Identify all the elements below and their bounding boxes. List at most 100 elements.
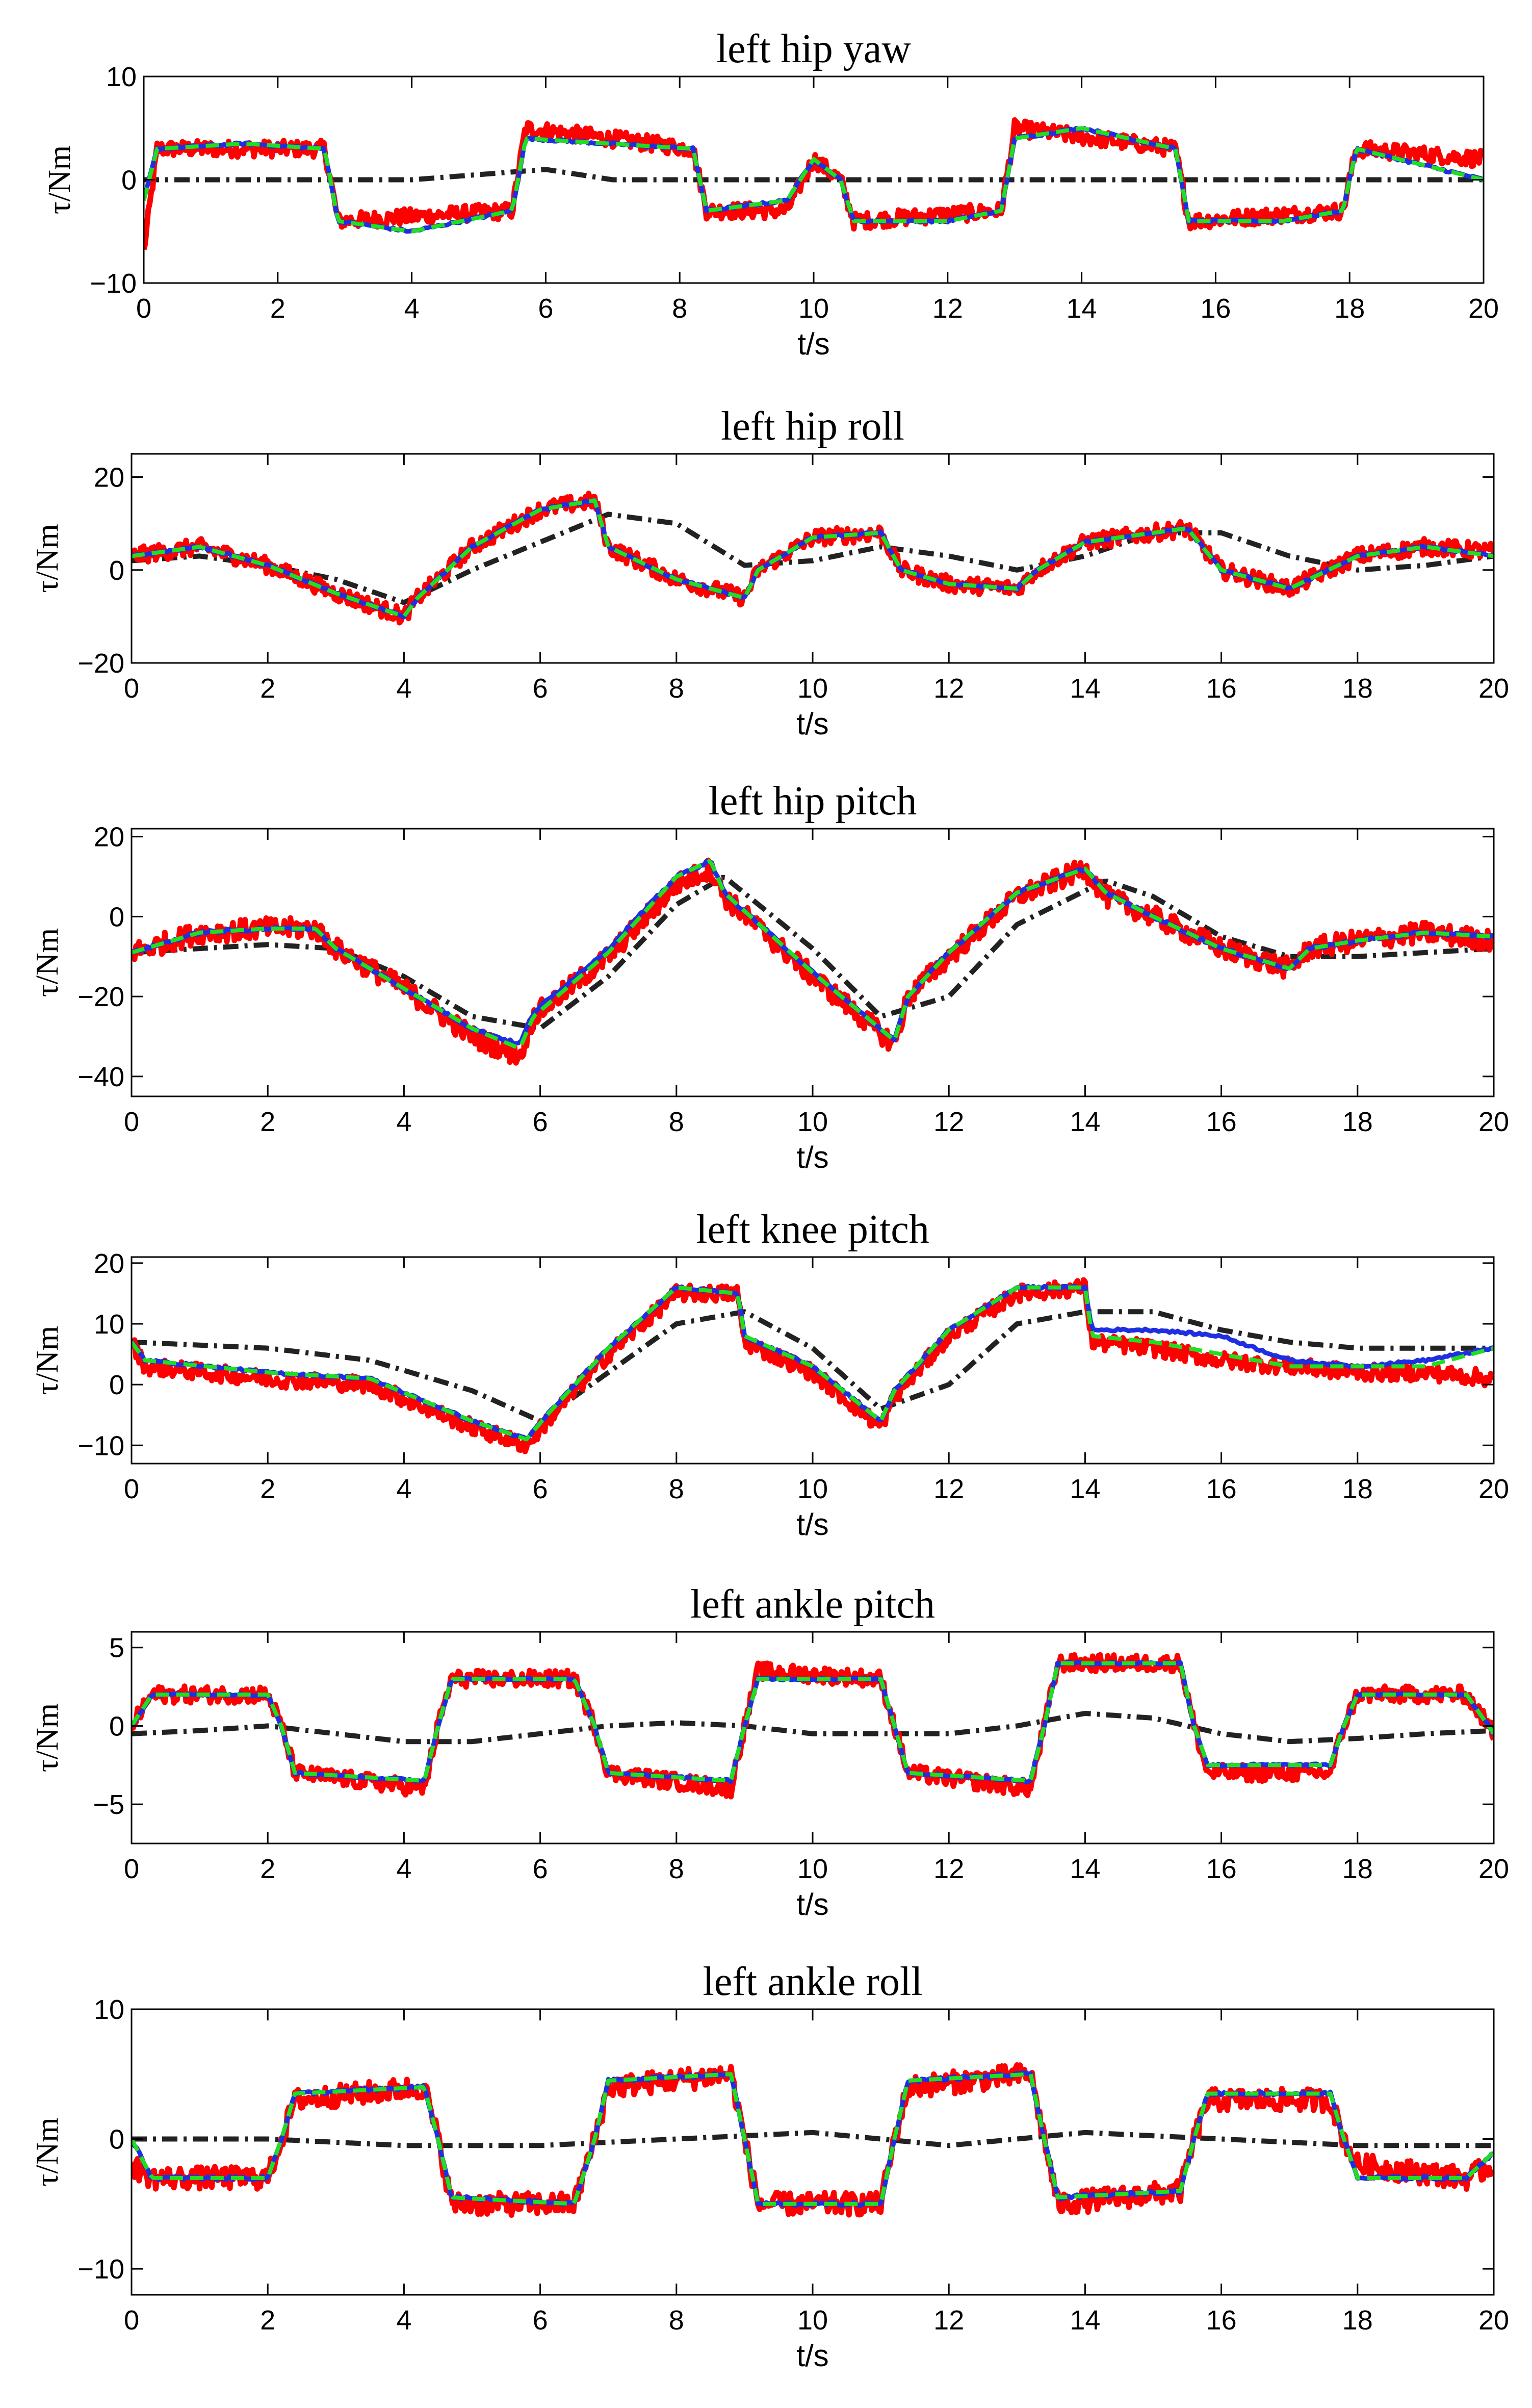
y-tick-label: −10 [90, 268, 137, 299]
x-tick-label: 14 [1070, 1107, 1100, 1137]
x-tick-label: 4 [396, 673, 411, 704]
chart-title: left hip pitch [709, 779, 917, 824]
x-tick-label: 16 [1206, 673, 1237, 704]
x-tick-label: 14 [1070, 673, 1100, 704]
x-tick-label: 14 [1070, 2305, 1100, 2336]
plot-area [132, 2062, 1494, 2218]
x-tick-label: 12 [933, 1854, 964, 1884]
x-tick-label: 0 [124, 1107, 139, 1137]
y-tick-label: 0 [121, 165, 137, 196]
series-green [132, 2072, 1494, 2206]
x-tick-label: 18 [1342, 673, 1373, 704]
series-green [132, 498, 1494, 619]
x-tick-label: 12 [933, 673, 964, 704]
x-tick-label: 4 [396, 2305, 411, 2336]
series-green [144, 126, 1484, 234]
y-axis-label: τ/Nm [30, 1326, 65, 1395]
y-tick-label: 10 [94, 1309, 124, 1340]
series-blue [132, 1659, 1494, 1784]
series-baseline [144, 167, 1484, 183]
x-tick-label: 4 [396, 1854, 411, 1884]
x-tick-label: 14 [1070, 1854, 1100, 1884]
series-blue [132, 859, 1494, 1046]
plot-area [144, 117, 1484, 250]
series-baseline [132, 1309, 1494, 1424]
x-tick-label: 6 [538, 293, 553, 324]
plot-area [132, 491, 1494, 626]
x-tick-label: 10 [797, 1107, 828, 1137]
x-tick-label: 12 [932, 293, 963, 324]
x-tick-label: 8 [669, 2305, 684, 2336]
x-tick-label: 16 [1206, 1474, 1237, 1504]
x-axis-label: t/s [797, 327, 829, 361]
y-tick-label: 5 [109, 1633, 124, 1663]
x-tick-label: 0 [124, 673, 139, 704]
chart-title: left ankle pitch [690, 1582, 935, 1627]
x-tick-label: 0 [136, 293, 151, 324]
x-tick-label: 2 [270, 293, 285, 324]
x-tick-label: 12 [933, 2305, 964, 2336]
y-tick-label: 20 [94, 1248, 124, 1279]
y-tick-label: −10 [77, 1430, 124, 1461]
x-tick-label: 18 [1342, 2305, 1373, 2336]
chart-title: left ankle roll [703, 1959, 923, 2004]
x-tick-label: 8 [669, 673, 684, 704]
series-baseline [132, 2130, 1494, 2148]
x-tick-label: 16 [1206, 1854, 1237, 1884]
series-measured [132, 2062, 1494, 2218]
series-measured [132, 857, 1494, 1066]
x-tick-label: 20 [1478, 1474, 1509, 1504]
y-tick-label: 0 [109, 1370, 124, 1400]
x-axis-label: t/s [796, 1507, 828, 1542]
y-tick-label: 0 [109, 1711, 124, 1741]
chart-title: left hip roll [721, 404, 904, 449]
y-tick-label: 10 [94, 1994, 124, 2025]
y-tick-label: −40 [77, 1062, 124, 1092]
x-tick-label: 0 [124, 2305, 139, 2336]
x-tick-label: 8 [669, 1854, 684, 1884]
x-tick-label: 6 [533, 1854, 548, 1884]
chart-title: left knee pitch [696, 1207, 929, 1252]
x-tick-label: 18 [1334, 293, 1365, 324]
x-axis-label: t/s [796, 1140, 828, 1174]
x-tick-label: 16 [1206, 1107, 1237, 1137]
y-tick-label: 0 [109, 902, 124, 932]
plot-area [132, 1277, 1494, 1454]
x-tick-label: 20 [1478, 2305, 1509, 2336]
x-tick-label: 10 [797, 2305, 828, 2336]
x-tick-label: 2 [260, 1854, 275, 1884]
x-tick-label: 8 [669, 1474, 684, 1504]
series-measured [132, 1652, 1494, 1800]
x-tick-label: 6 [533, 1474, 548, 1504]
x-tick-label: 8 [669, 1107, 684, 1137]
series-green [132, 1285, 1494, 1442]
x-tick-label: 0 [124, 1474, 139, 1504]
x-tick-label: 2 [260, 1107, 275, 1137]
x-tick-label: 10 [797, 673, 828, 704]
y-tick-label: 20 [94, 463, 124, 493]
x-tick-label: 20 [1478, 673, 1509, 704]
y-tick-label: 0 [109, 2124, 124, 2155]
series-measured [144, 117, 1484, 250]
x-tick-label: 0 [124, 1854, 139, 1884]
y-axis-label: τ/Nm [30, 524, 65, 593]
x-tick-label: 2 [260, 2305, 275, 2336]
x-tick-label: 12 [933, 1107, 964, 1137]
y-tick-label: 10 [106, 62, 137, 92]
plot-area [132, 1652, 1494, 1800]
x-tick-label: 6 [533, 2305, 548, 2336]
axes-frame [131, 1631, 1495, 1845]
x-tick-label: 4 [396, 1107, 411, 1137]
y-tick-label: −5 [93, 1789, 124, 1820]
x-tick-label: 10 [797, 1854, 828, 1884]
x-tick-label: 2 [260, 1474, 275, 1504]
x-tick-label: 16 [1200, 293, 1231, 324]
y-tick-label: −20 [77, 648, 124, 679]
x-tick-label: 10 [797, 1474, 828, 1504]
y-tick-label: 20 [94, 822, 124, 853]
axes-frame [131, 2008, 1495, 2296]
